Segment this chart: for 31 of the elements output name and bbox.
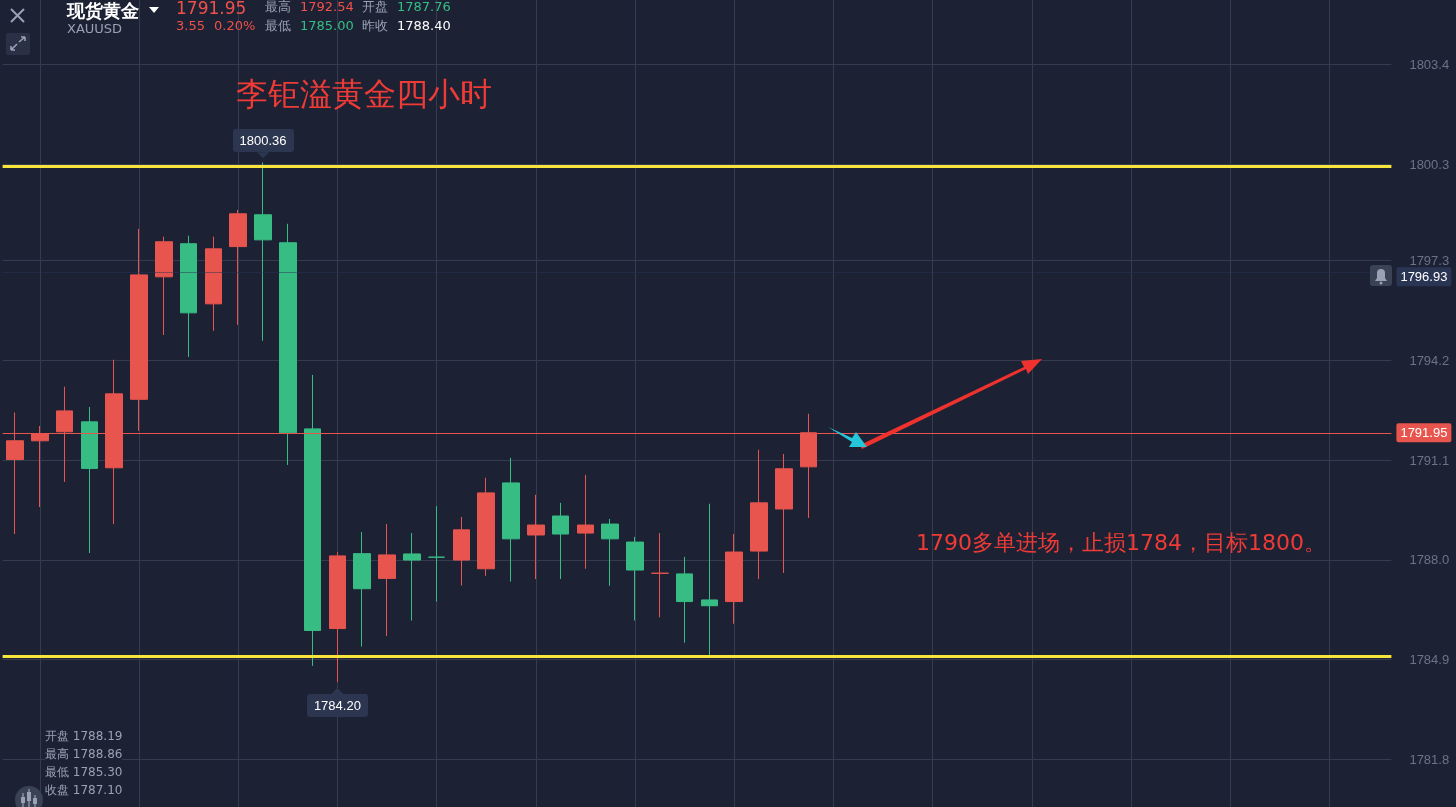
y-tick-label: 1797.3 [1409, 253, 1450, 269]
annotation: 开盘 [362, 0, 388, 15]
ref-line-label: 1791.95 [1400, 425, 1448, 441]
text: 李钜溢黄金四小时 [236, 75, 492, 113]
annotation: 收盘 1787.10 [45, 783, 123, 798]
annotation: 昨收 [362, 18, 388, 34]
annotation: 3.55 [176, 18, 205, 34]
annotation: 最低 [265, 18, 291, 34]
annotation: 最高 1788.86 [45, 747, 123, 762]
annotation: 1792.54 [300, 0, 354, 15]
ref-line-label: 1796.93 [1400, 269, 1448, 285]
y-tick-label: 1803.4 [1409, 57, 1450, 73]
y-tick-label: 1791.1 [1409, 452, 1450, 468]
annotation: 最低 1785.30 [45, 765, 123, 780]
annotation: XAUUSD [67, 21, 123, 37]
y-tick-label: 1800.3 [1409, 156, 1450, 172]
annotation: 1785.00 [300, 18, 354, 34]
y-tick-label: 1794.2 [1409, 352, 1450, 368]
y-tick-label: 1788.0 [1409, 552, 1450, 568]
annotation: 1788.40 [397, 18, 451, 34]
annotation: 1790多单进场，止损1784，目标1800。 [916, 530, 1326, 556]
chart-subtitle: 现货黄金 [67, 0, 139, 22]
annotation: 1800.36 [232, 129, 294, 153]
annotation: 最高 [265, 0, 291, 15]
y-tick-label: 1784.9 [1409, 651, 1450, 667]
annotation: 1791.95 [176, 0, 247, 19]
annotation: 1784.20 [306, 693, 368, 717]
annotation: 开盘 1788.19 [45, 729, 123, 744]
y-tick-label: 1781.8 [1409, 751, 1450, 767]
annotation: 1787.76 [397, 0, 451, 15]
annotation: 0.20% [214, 18, 256, 34]
